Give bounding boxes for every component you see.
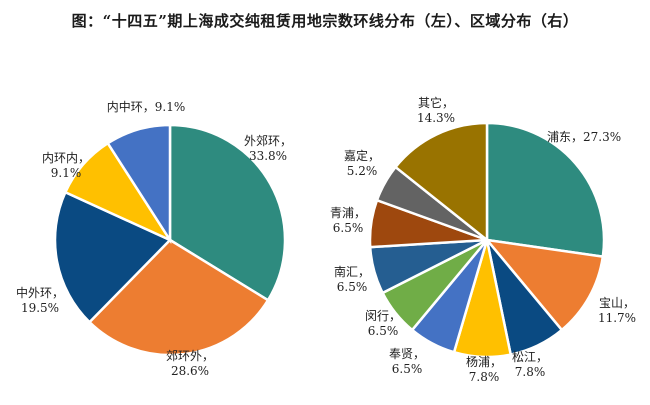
- slice-data-label: 中外环， 19.5%: [16, 285, 64, 315]
- slice-data-label: 南汇， 6.5%: [334, 264, 370, 294]
- slice-data-label: 杨浦， 7.8%: [466, 354, 502, 384]
- slice-data-label: 浦东，27.3%: [547, 130, 621, 144]
- pie-ring-distribution: [53, 123, 287, 357]
- slice-data-label: 郊环外， 28.6%: [166, 349, 214, 378]
- pie-slice: [87, 238, 270, 357]
- slice-data-label: 奉贤， 6.5%: [389, 347, 425, 376]
- pie-slice: [106, 123, 172, 245]
- slice-data-label: 松江， 7.8%: [512, 350, 548, 379]
- chart-title: 图：“十四五”期上海成交纯租赁用地宗数环线分布（左）、区域分布（右）: [71, 12, 579, 30]
- slice-data-label: 嘉定， 5.2%: [344, 148, 380, 178]
- pie-slice: [485, 121, 606, 259]
- pie-slice: [483, 238, 605, 332]
- slice-data-label: 外郊环， 33.8%: [244, 134, 292, 163]
- pie-slice: [393, 121, 489, 243]
- slice-data-label: 闵行， 6.5%: [365, 308, 401, 338]
- pie-district-distribution: [368, 121, 606, 359]
- slice-data-label: 内中环，9.1%: [107, 99, 186, 114]
- slice-data-label: 宝山， 11.7%: [598, 296, 636, 325]
- slice-data-label: 内环内， 9.1%: [42, 151, 90, 180]
- slice-data-label: 青浦， 6.5%: [330, 206, 366, 235]
- pie-slice: [53, 190, 173, 324]
- slice-data-label: 其它， 14.3%: [417, 95, 455, 125]
